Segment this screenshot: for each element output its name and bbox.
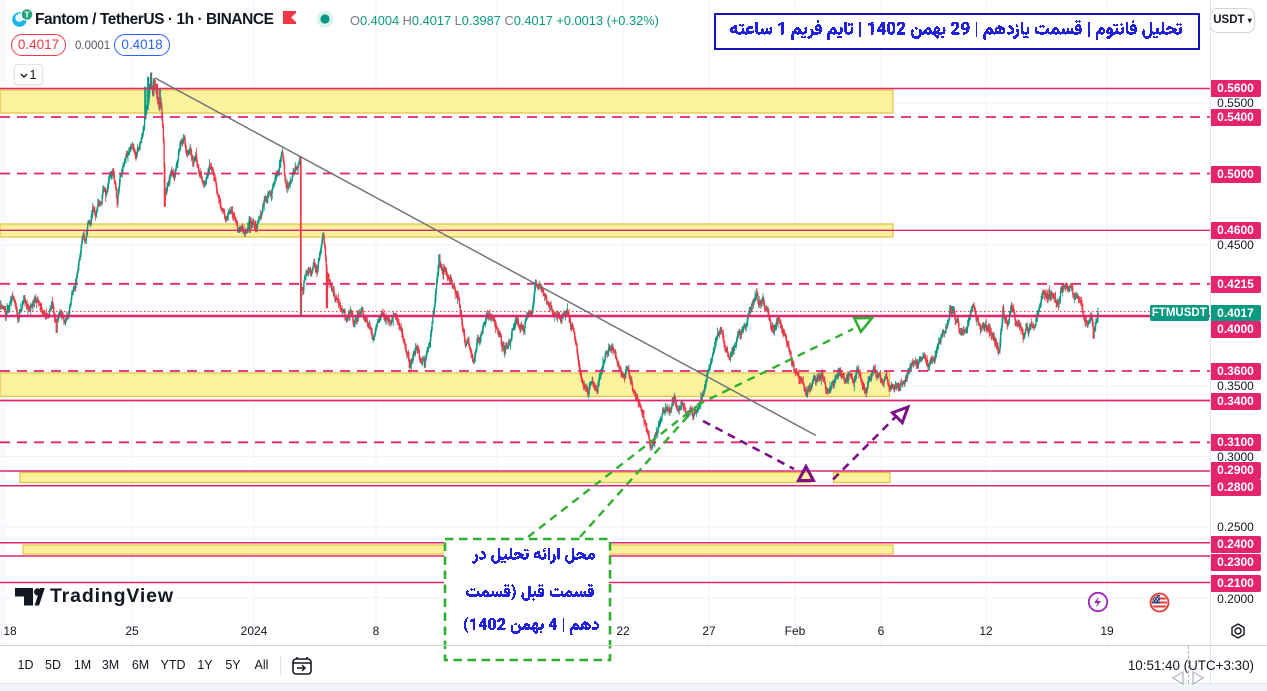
svg-text:T: T — [24, 10, 30, 20]
